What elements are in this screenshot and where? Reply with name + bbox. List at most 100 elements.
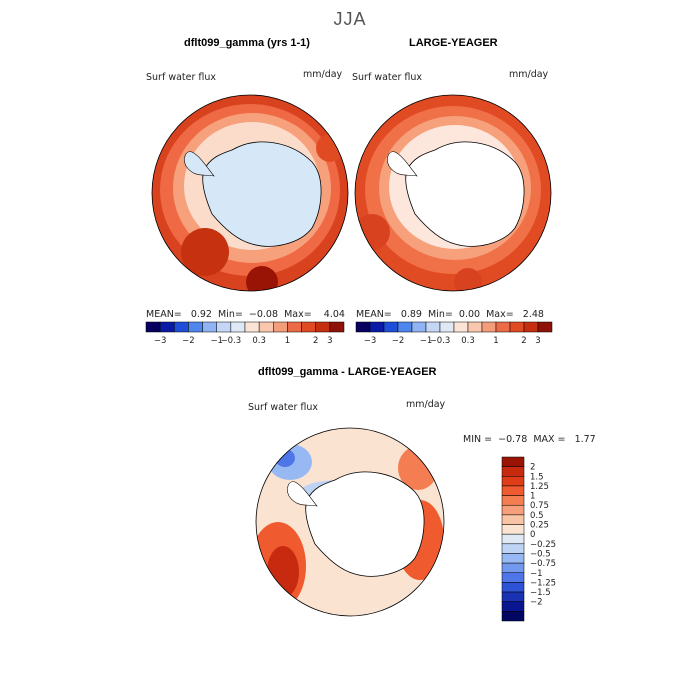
panel2-colorbar-cell — [397, 321, 413, 333]
diff-max-label: MAX = — [533, 434, 566, 445]
panel1-mean-value: 0.92 — [190, 309, 212, 320]
diff-min-label: MIN = — [463, 434, 493, 445]
panel1-map-border — [151, 94, 349, 292]
panel2-colorbar-tick-label: −3 — [364, 336, 377, 346]
panel2-colorbar-cell — [523, 321, 539, 333]
diff-colorbar-cell — [501, 533, 525, 545]
diff-colorbar-cell — [501, 601, 525, 612]
diff-colorbar-cell — [501, 485, 525, 496]
panel1-colorbar-tick-label: −1 — [210, 336, 223, 346]
panel2-colorbar-tick-label: 2 — [521, 336, 526, 346]
diff-colorbar-tick-label: 0.5 — [530, 511, 544, 521]
panel2-map — [354, 94, 552, 292]
diff-colorbar-cell — [501, 495, 525, 506]
panel2-colorbar-cell — [355, 321, 371, 333]
diff-colorbar-cell — [501, 572, 525, 583]
panel2-colorbar-cell — [369, 321, 385, 333]
panel1-colorbar-cell — [202, 321, 217, 333]
panel2-title: LARGE-YEAGER — [409, 37, 498, 49]
panel1-min-label: Min= — [218, 309, 243, 320]
panel1-max-label: Max= — [284, 309, 312, 320]
panel1-colorbar-cell — [216, 321, 232, 333]
panel2-colorbar-cell — [537, 321, 553, 333]
panel2-colorbar-cell — [509, 321, 525, 333]
panel2-colorbar-cell — [425, 321, 441, 333]
panel2-colorbar-cell — [439, 321, 455, 333]
panel1-stats: MEAN= 0.92 Min= −0.08 Max= 4.04 — [146, 309, 345, 320]
diff-colorbar-tick-label: −0.25 — [530, 540, 556, 550]
season-title: JJA — [333, 9, 367, 29]
panel1-colorbar-cell — [329, 321, 345, 333]
diff-colorbar-tick-label: 0.75 — [530, 501, 549, 511]
diff-colorbar-tick-label: −1 — [530, 569, 543, 579]
diff-panel-title: dflt099_gamma - LARGE-YEAGER — [258, 366, 437, 378]
diff-colorbar-cell — [501, 562, 525, 574]
diff-colorbar-cell — [501, 553, 525, 564]
diff-colorbar-cell — [501, 543, 525, 554]
panel2-colorbar-cell — [411, 321, 427, 333]
diff-colorbar-cell — [501, 591, 525, 602]
diff-northwest-strong — [275, 449, 295, 467]
panel1-colorbar-tick-label: 0.3 — [252, 336, 266, 346]
panel1-hotspot-west — [181, 228, 229, 276]
panel1-colorbar-tick-label: −2 — [182, 336, 195, 346]
panel2-colorbar-tick-label: −2 — [392, 336, 405, 346]
diff-colorbar-tick-label: −2 — [530, 598, 543, 608]
panel1-units-label: mm/day — [303, 69, 343, 80]
panel1-colorbar-cell — [230, 321, 246, 333]
diff-stats: MIN = −0.78 MAX = 1.77 — [463, 434, 596, 445]
panel2-colorbar-tick-label: 0.3 — [461, 336, 475, 346]
panel1-colorbar-cell — [244, 321, 260, 333]
panel1-hotspot-south — [246, 266, 278, 291]
panel1-colorbar-cell — [273, 321, 288, 333]
diff-colorbar-cell — [501, 611, 525, 622]
panel2-colorbar-cell — [383, 321, 399, 333]
panel2-variable-label: Surf water flux — [352, 72, 423, 83]
panel1-title: dflt099_gamma (yrs 1-1) — [184, 37, 310, 49]
panel1-colorbar-cell — [258, 321, 274, 333]
panel1-colorbar-tick-label: −0.3 — [221, 336, 242, 346]
diff-colorbar-tick-label: −0.75 — [530, 559, 556, 569]
panel1-colorbar-tick-label: 1 — [285, 336, 290, 346]
diff-colorbar-tick-label: 1.5 — [530, 472, 544, 482]
panel1-mean-label: MEAN= — [146, 309, 182, 320]
diff-colorbar-tick-label: 0 — [530, 530, 535, 540]
colorbar-panel1: −3 −2 −1−0.3 0.3 1 2 3 — [145, 321, 345, 346]
panel2-colorbar-cell — [495, 321, 511, 333]
panel2-colorbar-cell — [481, 321, 497, 333]
panel1-map — [151, 94, 349, 292]
colorbar-panel2: −3 −2 −1−0.3 0.3 1 2 3 — [355, 321, 553, 346]
diff-min-value: −0.78 — [498, 434, 528, 445]
panel2-min-value: 0.00 — [458, 309, 481, 320]
diff-colorbar-cell — [501, 582, 525, 593]
panel2-colorbar-tick-label: −0.3 — [430, 336, 451, 346]
panel1-colorbar-cell — [174, 321, 189, 333]
panel2-colorbar-tick-label: 1 — [493, 336, 498, 346]
diff-colorbar-cell — [501, 456, 525, 467]
panel1-colorbar-cell — [145, 321, 161, 333]
panel1-peninsula — [184, 151, 215, 177]
diff-colorbar-cell — [501, 524, 525, 535]
panel2-map-border — [354, 94, 552, 292]
panel2-hotspot-south — [454, 268, 482, 291]
diff-colorbar-tick-label: −1.25 — [530, 578, 556, 588]
panel1-colorbar-tick-label: 2 — [313, 336, 318, 346]
panel2-mean-label: MEAN= — [356, 309, 392, 320]
panel1-colorbar-cell — [159, 321, 175, 333]
panel1-variable-label: Surf water flux — [146, 72, 217, 83]
diff-colorbar-tick-label: 0.25 — [530, 521, 549, 531]
diff-colorbar-cell — [501, 504, 525, 516]
panel1-colorbar-tick-label: −3 — [154, 336, 167, 346]
panel2-max-label: Max= — [486, 309, 514, 320]
panel2-peninsula — [387, 151, 418, 177]
panel2-min-label: Min= — [428, 309, 453, 320]
panel1-colorbar-tick-label: 3 — [327, 336, 332, 346]
panel2-stats: MEAN= 0.89 Min= 0.00 Max= 2.48 — [356, 309, 544, 320]
panel2-colorbar-cell — [453, 321, 469, 333]
diff-map — [255, 427, 445, 617]
diff-peninsula — [287, 481, 318, 507]
panel1-min-value: −0.08 — [248, 309, 279, 320]
panel2-colorbar-tick-label: −1 — [420, 336, 433, 346]
diff-colorbar-cell — [501, 476, 525, 487]
panel1-colorbar-cell — [315, 321, 331, 333]
